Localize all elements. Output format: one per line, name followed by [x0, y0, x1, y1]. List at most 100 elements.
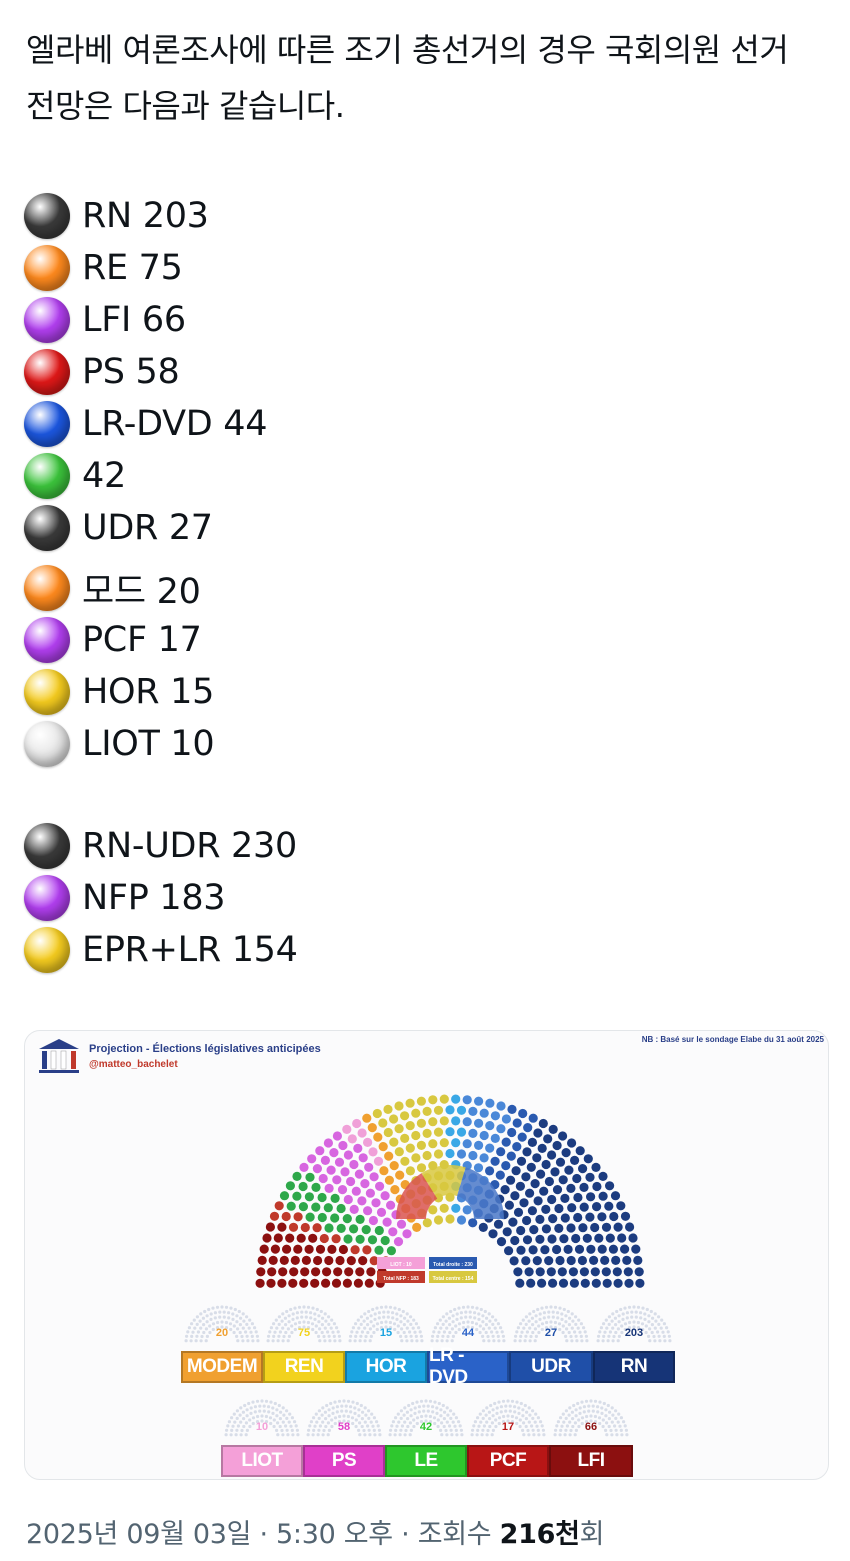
mini-seat [323, 1326, 327, 1330]
mini-seat [235, 1334, 239, 1338]
mini-seat [610, 1433, 614, 1437]
mini-seat [491, 1322, 495, 1326]
seat-dot [578, 1164, 588, 1174]
mini-seat [528, 1326, 532, 1330]
mini-seat [230, 1416, 234, 1420]
mini-seat [247, 1326, 251, 1330]
seat-dot [604, 1201, 614, 1211]
mini-seat [202, 1323, 206, 1327]
mini-seat [405, 1339, 409, 1343]
mini-seat [657, 1334, 661, 1338]
mini-seat [479, 1307, 483, 1312]
seat-dot [310, 1278, 320, 1288]
mini-seat [363, 1339, 367, 1343]
seat-dot [411, 1130, 421, 1141]
mini-seat [190, 1334, 194, 1338]
mini-seat [593, 1420, 598, 1424]
seat-dot [517, 1132, 527, 1142]
seat-dot [579, 1182, 589, 1192]
mini-seat-count: 58 [337, 1421, 351, 1433]
mini-seat [622, 1420, 626, 1424]
seat-dot [389, 1161, 399, 1171]
mini-seat [253, 1326, 257, 1330]
mini-seat [556, 1316, 560, 1320]
mini-seat [488, 1424, 492, 1429]
seat-dot [363, 1137, 373, 1147]
seat-dot [620, 1244, 630, 1254]
mini-seat [349, 1410, 353, 1414]
mini-seat [562, 1307, 566, 1312]
mini-seat [391, 1311, 395, 1315]
post-image[interactable]: Projection - Élections législatives anti… [24, 1030, 829, 1480]
party-row: UDR 27 [24, 502, 267, 554]
mini-seat [359, 1403, 363, 1408]
seat-dot [585, 1212, 595, 1222]
seat-dot [296, 1233, 306, 1243]
mini-seat [333, 1339, 337, 1343]
mini-seat [435, 1406, 439, 1410]
mini-seat [288, 1412, 292, 1416]
mini-seat [538, 1312, 542, 1316]
seat-dot [327, 1244, 337, 1254]
mini-seat [653, 1312, 657, 1316]
mini-seat [611, 1413, 615, 1417]
party-box: REN [263, 1351, 345, 1383]
mini-seat [558, 1433, 562, 1437]
mini-seat [250, 1322, 254, 1326]
seat-dot [591, 1278, 601, 1288]
mini-seat-count: 20 [215, 1327, 229, 1339]
seat-dot [340, 1167, 350, 1177]
mini-seat [262, 1409, 266, 1413]
mini-seat [227, 1316, 231, 1320]
mini-seat [193, 1326, 197, 1330]
mini-seat [484, 1413, 488, 1417]
seat-dot [468, 1150, 478, 1161]
seat-dot [389, 1137, 399, 1147]
mini-seat [372, 1428, 376, 1432]
mini-seat [466, 1320, 470, 1324]
seat-dot [493, 1219, 504, 1229]
mini-seat [484, 1323, 488, 1327]
mini-seat [556, 1311, 560, 1315]
mini-seat [419, 1399, 424, 1403]
seat-dot [521, 1256, 531, 1266]
seat-dot [305, 1212, 315, 1222]
mini-seat [568, 1420, 572, 1424]
mini-seat [481, 1334, 485, 1338]
mini-seat [342, 1399, 346, 1403]
mini-seat [441, 1315, 445, 1319]
mini-seat [268, 1330, 272, 1334]
seat-dot [501, 1137, 511, 1147]
mini-seat [449, 1409, 453, 1413]
mini-seat [557, 1322, 562, 1326]
seat-dot [380, 1235, 390, 1246]
mini-seat [412, 1424, 416, 1429]
mini-seat [496, 1322, 500, 1326]
mini-seat [326, 1330, 330, 1334]
seat-dot [405, 1143, 415, 1153]
mini-seat [290, 1428, 294, 1432]
seat-dot [336, 1203, 346, 1214]
seat-dot [541, 1159, 551, 1170]
seat-dot [585, 1172, 595, 1182]
mini-seat [356, 1318, 360, 1322]
mini-seat [466, 1305, 470, 1309]
mini-seat [656, 1330, 660, 1334]
mini-seat [487, 1326, 491, 1330]
mini-seat [231, 1312, 235, 1316]
mini-seat [284, 1424, 288, 1428]
mini-seat [428, 1414, 432, 1419]
mini-seat [239, 1433, 243, 1437]
mini-seat [225, 1428, 229, 1432]
seat-dot [468, 1106, 478, 1116]
mini-seat [529, 1334, 533, 1339]
mini-seat [315, 1420, 319, 1424]
mini-seat [198, 1319, 202, 1323]
mini-seat [254, 1330, 258, 1334]
mini-seat [657, 1322, 661, 1326]
mini-seat [256, 1414, 260, 1419]
mini-seat [295, 1428, 299, 1432]
mini-seat [454, 1428, 458, 1432]
mini-seat [388, 1305, 393, 1309]
mini-seat [649, 1309, 653, 1314]
